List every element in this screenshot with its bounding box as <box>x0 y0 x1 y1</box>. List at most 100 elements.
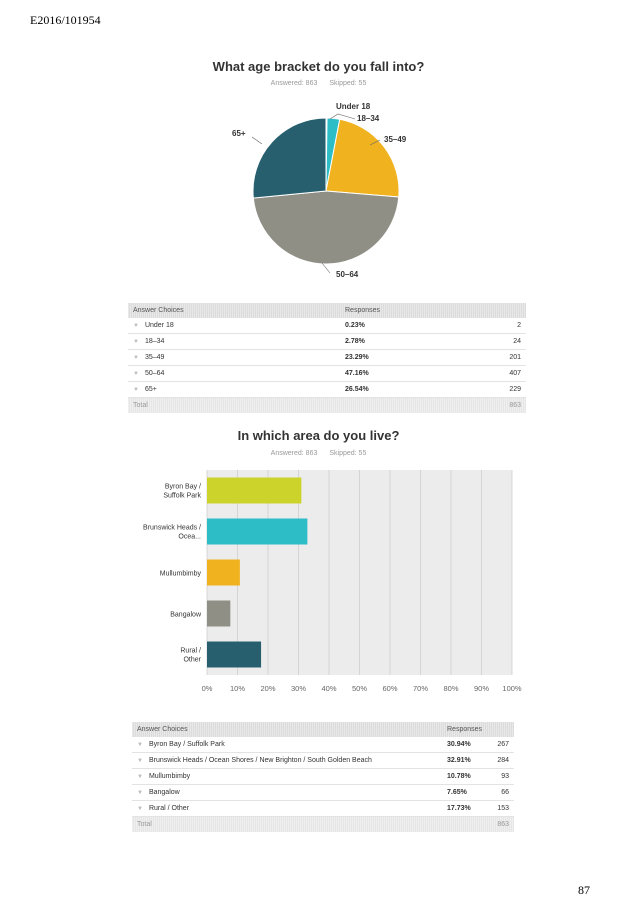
x-tick-label: 80% <box>443 684 458 693</box>
table-header: Answer Choices Responses <box>128 303 526 318</box>
answer-choice: ▼ Rural / Other <box>132 800 442 817</box>
answer-choice-label: 65+ <box>144 386 157 393</box>
table-row: ▼ Brunswick Heads / Ocean Shores / New Br… <box>132 752 514 769</box>
document-id: E2016/101954 <box>30 13 101 27</box>
header-answer-choices[interactable]: Answer Choices <box>132 722 442 737</box>
answer-choice-label: Brunswick Heads / Ocean Shores / New Bri… <box>148 757 372 764</box>
expand-caret-icon[interactable]: ▼ <box>133 355 139 361</box>
total-count: 863 <box>496 397 526 413</box>
answer-choice: ▼ Under 18 <box>128 318 340 334</box>
bar <box>207 559 240 586</box>
pie-chart-title: What age bracket do you fall into? <box>212 59 425 74</box>
response-percent: 17.73% <box>442 800 493 817</box>
x-tick-label: 10% <box>230 684 245 693</box>
total-row: Total 863 <box>132 816 514 832</box>
header-answer-choices[interactable]: Answer Choices <box>128 303 340 318</box>
answered-count-2: Answered: 863 <box>270 450 318 457</box>
total-count: 863 <box>492 816 514 832</box>
response-count: 66 <box>492 784 514 801</box>
x-tick-label: 40% <box>321 684 336 693</box>
pie-slice-label: 18–34 <box>357 114 380 123</box>
response-count: 201 <box>496 349 526 366</box>
response-percent: 30.94% <box>442 737 493 753</box>
table-row: ▼ 50–64 47.16% 407 <box>128 365 526 382</box>
pie-slice-label: 65+ <box>232 129 246 138</box>
category-label: Brunswick Heads / Ocea... <box>143 525 201 541</box>
bar <box>207 518 308 545</box>
category-label: Mullumbimby <box>160 571 202 578</box>
pie-slice <box>325 118 400 198</box>
x-tick-label: 90% <box>474 684 489 693</box>
table-row: ▼ Rural / Other 17.73% 153 <box>132 800 514 817</box>
expand-caret-icon[interactable]: ▼ <box>133 371 139 377</box>
table-header: Answer Choices Responses <box>132 722 514 737</box>
bar <box>207 641 262 668</box>
response-percent: 47.16% <box>340 365 496 382</box>
skipped-count: Skipped: 55 <box>329 80 367 87</box>
table-row: ▼ Byron Bay / Suffolk Park 30.94% 267 <box>132 737 514 753</box>
expand-caret-icon[interactable]: ▼ <box>137 742 143 748</box>
table-row: ▼ 18–34 2.78% 24 <box>128 333 526 350</box>
x-tick-label: 60% <box>382 684 397 693</box>
response-percent: 2.78% <box>340 333 496 350</box>
answer-choice: ▼ 65+ <box>128 381 340 398</box>
header-spacer <box>496 303 526 318</box>
expand-caret-icon[interactable]: ▼ <box>137 758 143 764</box>
response-count: 2 <box>496 318 526 334</box>
answer-choice: ▼ 18–34 <box>128 333 340 350</box>
response-count: 407 <box>496 365 526 382</box>
x-tick-label: 50% <box>352 684 367 693</box>
response-percent: 10.78% <box>442 768 493 785</box>
category-label: Bangalow <box>170 612 202 619</box>
pie-leader-line <box>369 139 381 146</box>
response-count: 267 <box>492 737 514 753</box>
expand-caret-icon[interactable]: ▼ <box>137 806 143 812</box>
table-row: ▼ 65+ 26.54% 229 <box>128 381 526 398</box>
table-row: ▼ Bangalow 7.65% 66 <box>132 784 514 801</box>
answer-choice: ▼ 35–49 <box>128 349 340 366</box>
answer-choice-label: 35–49 <box>144 354 165 361</box>
expand-caret-icon[interactable]: ▼ <box>133 387 139 393</box>
answer-choice-label: 50–64 <box>144 370 165 377</box>
area-responses-table: Answer Choices Responses ▼ Byron Bay / Su… <box>132 722 514 832</box>
total-label: Total <box>128 397 340 413</box>
page-number: 87 <box>578 883 590 897</box>
bar <box>207 477 302 504</box>
answer-choice-label: Rural / Other <box>148 805 190 812</box>
x-tick-label: 0% <box>202 684 213 693</box>
table-row: ▼ Mullumbimby 10.78% 93 <box>132 768 514 785</box>
header-responses[interactable]: Responses <box>442 722 493 737</box>
pie-slice-label: 50–64 <box>336 270 359 279</box>
response-percent: 26.54% <box>340 381 496 398</box>
answer-choice-label: Bangalow <box>148 789 180 796</box>
bar-chart-title: In which area do you live? <box>237 428 400 443</box>
answer-choice: ▼ Byron Bay / Suffolk Park <box>132 737 442 753</box>
response-percent: 23.29% <box>340 349 496 366</box>
pie-slice <box>252 190 400 265</box>
bar <box>207 600 231 627</box>
category-label: Byron Bay / Suffolk Park <box>163 484 201 500</box>
answer-choice: ▼ Brunswick Heads / Ocean Shores / New Br… <box>132 752 442 769</box>
expand-caret-icon[interactable]: ▼ <box>133 323 139 329</box>
answer-choice-label: Under 18 <box>144 322 174 329</box>
answer-choice-label: Mullumbimby <box>148 773 191 780</box>
answer-choice: ▼ Bangalow <box>132 784 442 801</box>
x-tick-label: 70% <box>413 684 428 693</box>
answered-count: Answered: 863 <box>270 80 318 87</box>
total-row: Total 863 <box>128 397 526 413</box>
table-row: ▼ 35–49 23.29% 201 <box>128 349 526 366</box>
response-count: 24 <box>496 333 526 350</box>
response-count: 284 <box>492 752 514 769</box>
pie-answered-skipped: Answered: 863 Skipped: 55 <box>0 80 637 87</box>
response-count: 93 <box>492 768 514 785</box>
x-tick-label: 100% <box>502 684 522 693</box>
header-spacer <box>492 722 514 737</box>
expand-caret-icon[interactable]: ▼ <box>137 774 143 780</box>
header-responses[interactable]: Responses <box>340 303 496 318</box>
area-bar-chart: 0% 10% 20% 30% 40% 50% 60% 70% 80% 90% 100% Byron B… <box>143 470 522 693</box>
answer-choice-label: 18–34 <box>144 338 165 345</box>
x-tick-label: 30% <box>291 684 306 693</box>
expand-caret-icon[interactable]: ▼ <box>133 339 139 345</box>
pie-slice-label: Under 18 <box>336 102 371 111</box>
expand-caret-icon[interactable]: ▼ <box>137 790 143 796</box>
